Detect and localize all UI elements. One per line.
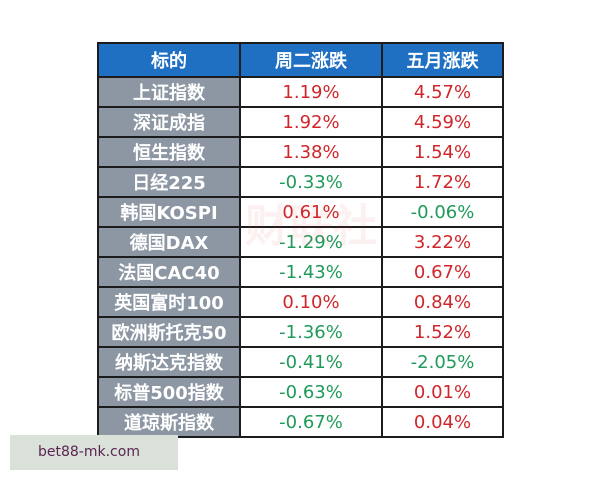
table-row: 道琼斯指数 -0.67% 0.04%	[97, 406, 504, 438]
may-change: 4.57%	[381, 76, 504, 108]
may-change: 0.67%	[381, 256, 504, 288]
tuesday-change: 1.19%	[239, 76, 383, 108]
header-may-change: 五月涨跌	[381, 42, 504, 78]
row-label: 韩国KOSPI	[97, 196, 241, 228]
table-row: 上证指数 1.19% 4.57%	[97, 76, 504, 108]
table-row: 日经225 -0.33% 1.72%	[97, 166, 504, 198]
tuesday-change: -0.63%	[239, 376, 383, 408]
row-label: 上证指数	[97, 76, 241, 108]
tuesday-change: 0.61%	[239, 196, 383, 228]
tuesday-change: -1.29%	[239, 226, 383, 258]
tuesday-change: 0.10%	[239, 286, 383, 318]
header-target: 标的	[97, 42, 241, 78]
may-change: 0.04%	[381, 406, 504, 438]
may-change: 0.01%	[381, 376, 504, 408]
table-row: 欧洲斯托克50 -1.36% 1.52%	[97, 316, 504, 348]
table-row: 纳斯达克指数 -0.41% -2.05%	[97, 346, 504, 378]
market-table: 标的 周二涨跌 五月涨跌 上证指数 1.19% 4.57% 深证成指 1.92% 4.59…	[97, 42, 504, 438]
tuesday-change: 1.92%	[239, 106, 383, 138]
table-row: 法国CAC40 -1.43% 0.67%	[97, 256, 504, 288]
row-label: 英国富时100	[97, 286, 241, 318]
table-row: 标普500指数 -0.63% 0.01%	[97, 376, 504, 408]
table-row: 韩国KOSPI 0.61% -0.06%	[97, 196, 504, 228]
table-row: 恒生指数 1.38% 1.54%	[97, 136, 504, 168]
tuesday-change: -0.67%	[239, 406, 383, 438]
row-label: 标普500指数	[97, 376, 241, 408]
may-change: 1.54%	[381, 136, 504, 168]
table-row: 深证成指 1.92% 4.59%	[97, 106, 504, 138]
row-label: 纳斯达克指数	[97, 346, 241, 378]
row-label: 日经225	[97, 166, 241, 198]
row-label: 法国CAC40	[97, 256, 241, 288]
header-tuesday-change: 周二涨跌	[239, 42, 383, 78]
tuesday-change: 1.38%	[239, 136, 383, 168]
table-row: 英国富时100 0.10% 0.84%	[97, 286, 504, 318]
may-change: 0.84%	[381, 286, 504, 318]
row-label: 恒生指数	[97, 136, 241, 168]
header-row: 标的 周二涨跌 五月涨跌	[97, 42, 504, 78]
row-label: 德国DAX	[97, 226, 241, 258]
row-label: 深证成指	[97, 106, 241, 138]
may-change: 3.22%	[381, 226, 504, 258]
may-change: 1.72%	[381, 166, 504, 198]
tuesday-change: -1.43%	[239, 256, 383, 288]
may-change: 1.52%	[381, 316, 504, 348]
tuesday-change: -0.41%	[239, 346, 383, 378]
tuesday-change: -0.33%	[239, 166, 383, 198]
may-change: 4.59%	[381, 106, 504, 138]
row-label: 道琼斯指数	[97, 406, 241, 438]
table-row: 德国DAX -1.29% 3.22%	[97, 226, 504, 258]
tuesday-change: -1.36%	[239, 316, 383, 348]
may-change: -2.05%	[381, 346, 504, 378]
may-change: -0.06%	[381, 196, 504, 228]
site-label[interactable]: bet88-mk.com	[10, 435, 178, 470]
row-label: 欧洲斯托克50	[97, 316, 241, 348]
